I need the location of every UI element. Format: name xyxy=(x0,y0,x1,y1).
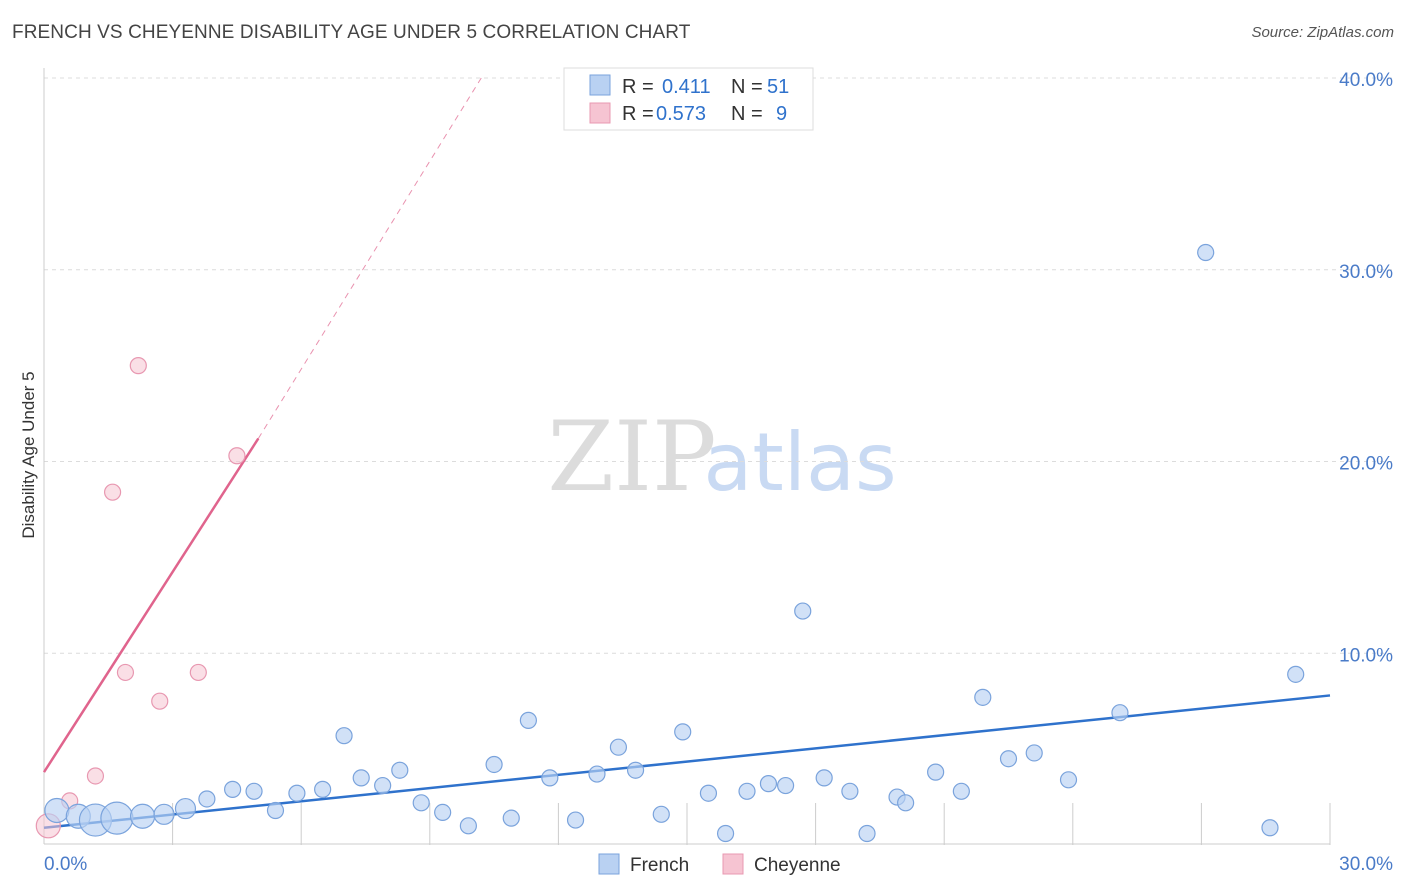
y-tick-label: 40.0% xyxy=(1339,70,1393,91)
french-point xyxy=(129,803,156,829)
bottom-legend-french: French xyxy=(630,855,689,876)
cheyenne-trend-extension xyxy=(257,77,482,439)
legend-french-r-label: R = xyxy=(622,76,654,98)
french-point xyxy=(927,763,945,781)
cheyenne-point xyxy=(189,663,207,682)
french-point xyxy=(352,769,370,787)
x-tick-label: 0.0% xyxy=(44,854,87,875)
french-point xyxy=(699,784,718,802)
french-point xyxy=(288,784,306,802)
french-point xyxy=(335,727,353,745)
french-point xyxy=(1059,771,1078,789)
french-point xyxy=(314,780,332,798)
bottom-legend: French Cheyenne xyxy=(598,853,841,876)
french-point xyxy=(224,780,242,798)
legend-swatch-cheyenne xyxy=(589,102,611,124)
legend-cheyenne-n-value: 9 xyxy=(776,103,787,125)
french-point xyxy=(858,824,876,843)
cheyenne-point xyxy=(116,663,135,682)
y-axis-label: Disability Age Under 5 xyxy=(19,371,38,538)
french-point xyxy=(412,794,430,812)
french-point xyxy=(759,775,778,793)
legend-french-n-value: 51 xyxy=(767,76,789,98)
y-tick-label: 30.0% xyxy=(1339,262,1393,283)
french-point xyxy=(153,803,175,825)
french-point xyxy=(1197,243,1215,262)
french-point xyxy=(716,824,735,843)
legend: R = 0.411 N = 51 R = 0.573 N = 9 xyxy=(563,67,814,131)
french-point xyxy=(459,817,477,835)
legend-french-n-label: N = xyxy=(731,76,763,98)
legend-cheyenne-r-label: R = xyxy=(622,103,654,125)
cheyenne-point xyxy=(151,692,169,710)
french-point xyxy=(626,761,645,779)
legend-cheyenne-n-label: N = xyxy=(731,103,763,125)
french-point xyxy=(502,809,520,827)
french-point xyxy=(434,803,452,822)
legend-french-r-value: 0.411 xyxy=(662,76,711,98)
french-point xyxy=(588,765,606,783)
x-tick-label: 30.0% xyxy=(1339,854,1393,875)
french-point xyxy=(815,769,833,787)
bottom-legend-swatch-cheyenne xyxy=(722,853,744,875)
watermark: ZIP atlas xyxy=(547,401,896,513)
watermark-atlas: atlas xyxy=(703,416,896,509)
french-point xyxy=(794,602,812,620)
french-point xyxy=(485,755,503,774)
french-point xyxy=(374,776,392,795)
cheyenne-point xyxy=(86,767,105,785)
french-point xyxy=(897,794,915,812)
bottom-legend-cheyenne: Cheyenne xyxy=(754,855,841,876)
french-point xyxy=(1261,819,1279,837)
cheyenne-point xyxy=(103,483,122,501)
french-point xyxy=(609,738,628,756)
french-point xyxy=(776,776,795,795)
axes xyxy=(43,68,1331,845)
french-point xyxy=(1025,744,1043,762)
french-point xyxy=(841,782,859,800)
french-point xyxy=(1287,665,1305,683)
french-point xyxy=(974,688,992,706)
french-point xyxy=(566,811,585,829)
legend-swatch-french xyxy=(589,74,611,96)
y-tick-label: 20.0% xyxy=(1339,454,1393,475)
cheyenne-trend-line xyxy=(42,437,260,773)
french-point xyxy=(44,797,70,824)
french-point xyxy=(198,790,216,808)
french-point xyxy=(245,782,263,800)
y-tick-labels: 10.0% 20.0% 30.0% 40.0% xyxy=(1339,70,1393,666)
y-tick-label: 10.0% xyxy=(1339,645,1393,666)
watermark-zip: ZIP xyxy=(547,401,716,513)
x-tick-labels: 0.0% 30.0% xyxy=(44,854,1393,875)
cheyenne-point xyxy=(129,357,147,375)
cheyenne-point xyxy=(228,447,246,465)
legend-cheyenne-r-value: 0.573 xyxy=(656,103,706,125)
french-point xyxy=(674,723,692,741)
french-point xyxy=(952,782,970,800)
french-point xyxy=(652,805,670,823)
bottom-legend-swatch-french xyxy=(598,853,620,875)
french-point xyxy=(738,782,756,800)
french-point xyxy=(541,769,559,787)
french-point xyxy=(266,801,285,820)
grid xyxy=(44,77,1392,654)
data-points xyxy=(35,243,1305,843)
french-point xyxy=(519,711,537,729)
french-point xyxy=(391,761,409,779)
french-point xyxy=(100,801,134,835)
french-point xyxy=(1111,704,1129,722)
chart-title: FRENCH VS CHEYENNE DISABILITY AGE UNDER … xyxy=(12,22,691,43)
source-label: Source: ZipAtlas.com xyxy=(1251,24,1394,41)
french-point xyxy=(999,750,1018,768)
french-point xyxy=(174,797,197,820)
